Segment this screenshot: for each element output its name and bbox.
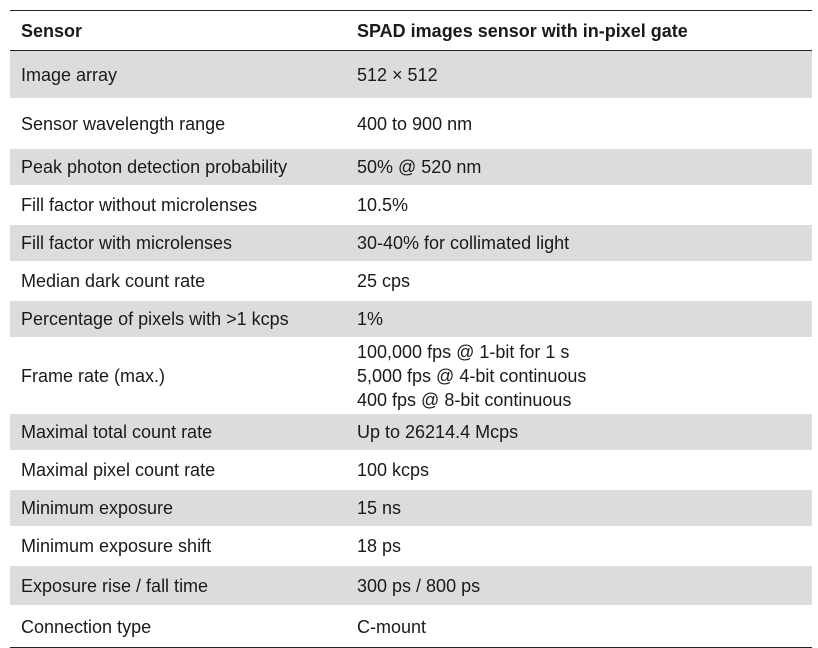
row-value: 30-40% for collimated light — [347, 223, 812, 262]
row-parameter: Peak photon detection probability — [10, 147, 347, 186]
row-value-line: 400 to 900 nm — [357, 113, 473, 134]
row-value: 512 × 512 — [347, 50, 812, 99]
table-body: Image array 512 × 512 Sensor wavelength ra… — [10, 50, 812, 648]
row-parameter: Percentage of pixels with >1 kcps — [10, 299, 347, 338]
row-parameter: Minimum exposure — [10, 488, 347, 527]
row-parameter: Connection type — [10, 605, 347, 648]
row-parameter: Median dark count rate — [10, 261, 347, 300]
table-row: Peak photon detection probability 50% @ 5… — [10, 147, 812, 186]
row-value-line: 15 ns — [357, 498, 402, 518]
row-parameter: Fill factor with microlenses — [10, 223, 347, 262]
row-value-line: Up to 26214.4 Mcps — [357, 422, 519, 442]
row-value: 1% — [347, 299, 812, 338]
row-value-line: C-mount — [357, 617, 427, 637]
table-row: Fill factor without microlenses 10.5% — [10, 185, 812, 224]
row-parameter: Fill factor without microlenses — [10, 185, 347, 224]
row-value-line: 400 fps @ 8-bit continuous — [357, 389, 572, 410]
row-value: 18 ps — [347, 526, 812, 565]
header-row: Sensor SPAD images sensor with in-pixel … — [10, 10, 812, 51]
row-parameter: Exposure rise / fall time — [10, 564, 347, 606]
row-value: 100,000 fps @ 1-bit for 1 s 5,000 fps @ 4… — [347, 337, 812, 413]
table-row: Fill factor with microlenses 30-40% for c… — [10, 223, 812, 262]
row-parameter: Frame rate (max.) — [10, 337, 347, 413]
row-value: 50% @ 520 nm — [347, 147, 812, 186]
row-parameter: Maximal pixel count rate — [10, 450, 347, 489]
row-value-line: 100 kcps — [357, 460, 430, 480]
table-row: Sensor wavelength range 400 to 900 nm — [10, 98, 812, 148]
table-row: Image array 512 × 512 — [10, 50, 812, 99]
row-value: 10.5% — [347, 185, 812, 224]
table-row: Percentage of pixels with >1 kcps 1% — [10, 299, 812, 338]
header-sensor-name: SPAD images sensor with in-pixel gate — [347, 10, 812, 51]
row-value-line: 512 × 512 — [357, 64, 438, 85]
row-value-line: 1% — [357, 309, 384, 329]
row-value-line: 30-40% for collimated light — [357, 233, 570, 253]
table-row: Minimum exposure shift 18 ps — [10, 526, 812, 565]
table-row: Maximal total count rate Up to 26214.4 Mc… — [10, 412, 812, 451]
row-value: 300 ps / 800 ps — [347, 564, 812, 606]
row-value: Up to 26214.4 Mcps — [347, 412, 812, 451]
row-value-line: 5,000 fps @ 4-bit continuous — [357, 365, 587, 386]
table-row: Exposure rise / fall time 300 ps / 800 ps — [10, 564, 812, 606]
table-row: Frame rate (max.) 100,000 fps @ 1-bit for… — [10, 337, 812, 413]
row-parameter: Sensor wavelength range — [10, 98, 347, 148]
row-value: 25 cps — [347, 261, 812, 300]
row-value-line: 300 ps / 800 ps — [357, 575, 481, 596]
row-parameter: Image array — [10, 50, 347, 99]
table-row: Maximal pixel count rate 100 kcps — [10, 450, 812, 489]
row-parameter: Maximal total count rate — [10, 412, 347, 451]
row-value-line: 25 cps — [357, 271, 411, 291]
table-row: Connection type C-mount — [10, 605, 812, 648]
row-value-line: 100,000 fps @ 1-bit for 1 s — [357, 341, 570, 362]
table-row: Minimum exposure 15 ns — [10, 488, 812, 527]
table-header: Sensor SPAD images sensor with in-pixel … — [10, 10, 812, 51]
row-value: 15 ns — [347, 488, 812, 527]
row-value: 400 to 900 nm — [347, 98, 812, 148]
table-row: Median dark count rate 25 cps — [10, 261, 812, 300]
row-value-line: 18 ps — [357, 536, 402, 556]
header-sensor: Sensor — [10, 10, 347, 51]
row-value: 100 kcps — [347, 450, 812, 489]
sensor-spec-table: Sensor SPAD images sensor with in-pixel … — [10, 10, 812, 648]
row-value: C-mount — [347, 605, 812, 648]
row-value-line: 10.5% — [357, 195, 409, 215]
row-value-line: 50% @ 520 nm — [357, 157, 482, 177]
row-parameter: Minimum exposure shift — [10, 526, 347, 565]
